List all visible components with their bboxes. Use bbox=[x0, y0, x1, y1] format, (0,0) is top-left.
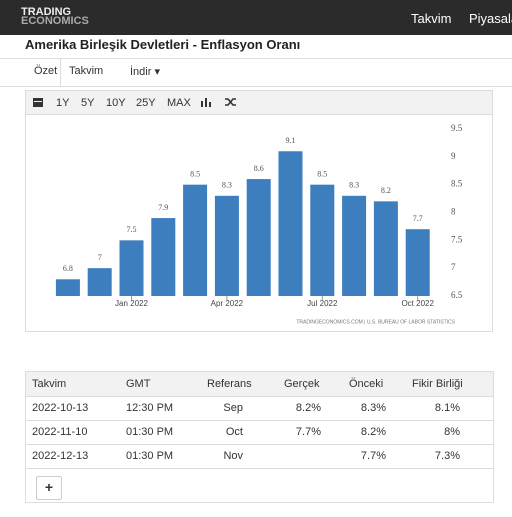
table-cell: 8.3% bbox=[360, 402, 386, 414]
table-cell: 8.1% bbox=[434, 402, 460, 414]
value-label: 7.7 bbox=[413, 214, 423, 223]
value-label: 8.2 bbox=[381, 186, 391, 195]
x-tick-label: Jan 2022 bbox=[115, 299, 148, 308]
bar bbox=[373, 201, 398, 296]
value-label: 8.3 bbox=[349, 181, 359, 190]
tab[interactable]: İndir ▾ bbox=[130, 66, 160, 78]
x-tick-label: Oct 2022 bbox=[401, 299, 434, 308]
x-tick-label: Jul 2022 bbox=[307, 299, 338, 308]
column-header: GMT bbox=[126, 378, 151, 390]
header: TRADING ECONOMICS Takvim Piyasalar bbox=[0, 0, 512, 35]
shuffle-icon[interactable] bbox=[225, 97, 236, 107]
value-label: 7 bbox=[98, 253, 102, 262]
value-label: 7.5 bbox=[127, 225, 137, 234]
y-tick-label: 7 bbox=[451, 262, 456, 272]
column-header: Önceki bbox=[349, 378, 384, 390]
bar bbox=[151, 218, 176, 296]
logo-bottom[interactable]: ECONOMICS bbox=[21, 15, 89, 27]
table-cell: 7.7% bbox=[295, 426, 321, 438]
table-cell: 7.7% bbox=[360, 450, 386, 462]
y-tick-label: 6.5 bbox=[451, 290, 463, 300]
chart: 6.5 7 7.5 8 8.5 9 9.5 6.8 7 Jan 2022 7.5 7.9 8.5 Apr … bbox=[55, 123, 463, 325]
range-button[interactable]: 10Y bbox=[106, 97, 126, 109]
table-header: Takvim GMT Referans Gerçek Önceki Fikir Birli… bbox=[26, 372, 493, 397]
table-row: 2022-11-10 01:30 PM Oct 7.7% 8.2% 8% bbox=[26, 420, 493, 445]
tabs: Özet Takvim İndir ▾ bbox=[0, 58, 512, 87]
value-label: 8.5 bbox=[317, 169, 327, 178]
chart-box: 1Y 5Y 10Y 25Y MAX 6.5 7 7.5 8 8.5 9 9.5 6.8 7 Jan… bbox=[25, 90, 493, 332]
table-row: 2022-10-13 12:30 PM Sep 8.2% 8.3% 8.1% bbox=[26, 396, 493, 421]
value-label: 9.1 bbox=[286, 136, 296, 145]
divider bbox=[60, 59, 61, 86]
value-label: 6.8 bbox=[63, 264, 73, 273]
column-header: Referans bbox=[207, 378, 252, 390]
range-button[interactable]: 25Y bbox=[136, 97, 156, 109]
value-label: 8.6 bbox=[254, 164, 264, 173]
add-button[interactable]: + bbox=[36, 476, 62, 500]
table-cell: 8.2% bbox=[360, 426, 386, 438]
bar bbox=[405, 229, 430, 296]
bar-icon[interactable] bbox=[201, 97, 211, 107]
bar bbox=[119, 240, 144, 296]
table-cell: 01:30 PM bbox=[126, 426, 174, 438]
range-button[interactable]: MAX bbox=[167, 97, 191, 109]
table-cell: Oct bbox=[225, 426, 243, 438]
logo-top[interactable]: TRADING bbox=[21, 6, 72, 18]
bar bbox=[310, 184, 335, 296]
table-cell: 2022-10-13 bbox=[32, 402, 89, 414]
bar bbox=[278, 151, 303, 296]
tab[interactable]: Takvim bbox=[69, 65, 104, 77]
bar bbox=[342, 195, 367, 296]
table-row: 2022-12-13 01:30 PM Nov 7.7% 7.3% bbox=[26, 444, 493, 469]
table-cell: Nov bbox=[223, 450, 243, 462]
y-tick-label: 9 bbox=[451, 151, 456, 161]
range-button[interactable]: 1Y bbox=[56, 97, 70, 109]
table-cell: 8% bbox=[444, 426, 460, 438]
nav-link[interactable]: Piyasalar bbox=[469, 11, 512, 26]
y-tick-label: 8 bbox=[451, 207, 456, 217]
table-cell: 2022-11-10 bbox=[32, 426, 88, 438]
y-tick-label: 7.5 bbox=[451, 234, 463, 244]
value-label: 8.5 bbox=[190, 169, 200, 178]
nav-link[interactable]: Takvim bbox=[411, 11, 452, 26]
chart-toolbar: 1Y 5Y 10Y 25Y MAX bbox=[26, 91, 492, 115]
table-cell: 01:30 PM bbox=[126, 450, 174, 462]
table: + Takvim GMT Referans Gerçek Önceki Fikir Bir… bbox=[25, 371, 494, 503]
source: TRADINGECONOMICS.COM | U.S. BUREAU OF LA… bbox=[296, 319, 455, 325]
table-cell: Sep bbox=[223, 402, 243, 414]
page-title: Amerika Birleşik Devletleri - Enflasyon … bbox=[25, 37, 301, 52]
y-tick-label: 9.5 bbox=[451, 123, 463, 133]
table-cell: 2022-12-13 bbox=[32, 450, 89, 462]
x-tick-label: Apr 2022 bbox=[211, 299, 244, 308]
table-cell: 12:30 PM bbox=[126, 402, 174, 414]
value-label: 7.9 bbox=[158, 203, 168, 212]
bar bbox=[55, 279, 80, 296]
table-cell: 8.2% bbox=[295, 402, 321, 414]
table-cell: 7.3% bbox=[434, 450, 460, 462]
column-header: Fikir Birliği bbox=[412, 378, 463, 390]
value-label: 8.3 bbox=[222, 181, 232, 190]
y-tick-label: 8.5 bbox=[451, 179, 463, 189]
bar bbox=[246, 179, 271, 296]
range-button[interactable]: 5Y bbox=[81, 97, 95, 109]
calendar-icon[interactable] bbox=[33, 97, 43, 107]
bar bbox=[87, 268, 112, 296]
bar bbox=[183, 184, 208, 296]
column-header: Takvim bbox=[32, 378, 67, 390]
column-header: Gerçek bbox=[284, 378, 320, 390]
bar bbox=[214, 195, 239, 296]
tab[interactable]: Özet bbox=[34, 65, 58, 77]
